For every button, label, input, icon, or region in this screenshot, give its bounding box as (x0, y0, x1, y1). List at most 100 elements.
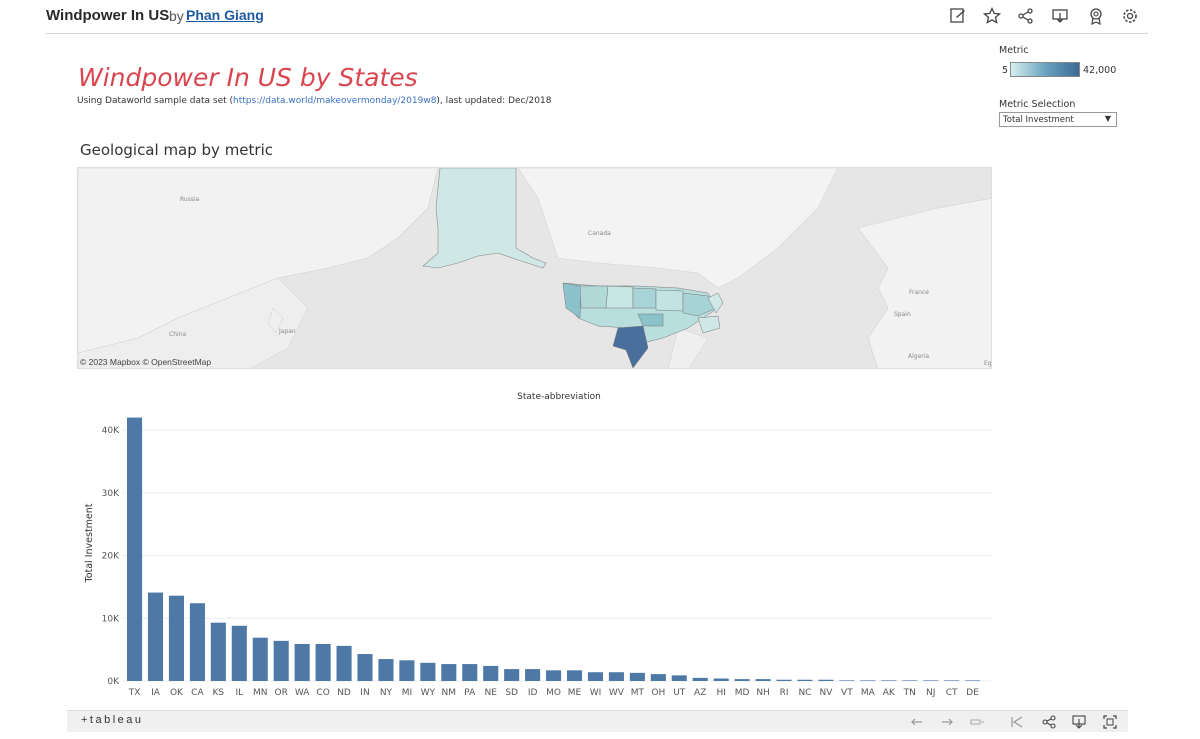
color-ramp (1010, 62, 1080, 77)
share-icon[interactable] (1041, 714, 1057, 730)
dashboard-subtitle: Using Dataworld sample data set (https:/… (77, 96, 551, 106)
x-tick-label: OH (651, 688, 665, 698)
x-tick-label: NM (442, 688, 457, 698)
bar (608, 672, 624, 681)
author-link[interactable]: Phan Giang (186, 7, 264, 23)
y-axis-title: Total Investment (84, 503, 95, 583)
x-tick-label: IA (151, 688, 161, 698)
bar (650, 674, 666, 681)
bar (587, 672, 604, 681)
map-label-eg: Eg (984, 360, 992, 367)
bar (692, 677, 708, 681)
tableau-logo[interactable]: +tableau (81, 714, 144, 726)
redo-icon[interactable] (939, 714, 955, 730)
undo-icon[interactable] (909, 714, 925, 730)
dropdown-arrow-icon: ▼ (1104, 114, 1111, 123)
viz-header: Windpower In US by Phan Giang (46, 0, 1148, 34)
bar (734, 679, 750, 681)
reset-icon[interactable] (1009, 714, 1025, 730)
x-tick-label: MD (735, 688, 750, 698)
star-icon[interactable] (982, 6, 1002, 26)
download-icon[interactable] (1050, 6, 1070, 26)
bar (210, 622, 226, 681)
x-tick-label: NC (798, 688, 811, 698)
map-label-france: France (909, 289, 929, 296)
bar (357, 654, 373, 681)
x-tick-label: IN (360, 688, 369, 698)
x-tick-label: NY (380, 688, 393, 698)
x-tick-label: WI (590, 688, 602, 698)
bar (923, 680, 939, 681)
revert-icon[interactable] (969, 714, 985, 730)
map-label-russia: Russia (180, 196, 200, 203)
bar (378, 659, 394, 681)
bar (127, 417, 143, 681)
x-tick-label: MT (631, 688, 645, 698)
us-states (562, 282, 721, 368)
bar (797, 679, 813, 681)
legend-max: 42,000 (1083, 65, 1117, 76)
map-attribution[interactable]: © 2023 Mapbox © OpenStreetMap (80, 357, 212, 367)
x-tick-label: WA (295, 688, 310, 698)
bar-chart-canvas: State-abbreviation 0K 10K 20K 30K 40K Total In… (84, 392, 992, 698)
x-tick-label: MN (253, 688, 268, 698)
bar (420, 662, 436, 681)
subtitle-prefix: Using Dataworld sample data set ( (77, 96, 234, 106)
x-tick-label: PA (464, 688, 476, 698)
x-tick-label: CO (316, 688, 329, 698)
bar (483, 665, 499, 681)
y-tick-label: 40K (102, 426, 120, 436)
legend-min: 5 (1002, 65, 1009, 76)
bar (525, 669, 541, 681)
fullscreen-icon[interactable] (1102, 714, 1118, 730)
x-tick-label: WY (421, 688, 436, 698)
bar (713, 678, 729, 681)
x-tick-label: RI (780, 688, 789, 698)
bar (399, 660, 415, 681)
map-label-spain: Spain (894, 311, 911, 318)
viz-title: Windpower In US (46, 7, 170, 24)
bar (671, 675, 687, 681)
share-icon[interactable] (1016, 6, 1036, 26)
map-label-canada: Canada (588, 230, 611, 237)
geo-map[interactable]: Russia Canada China Japan France Spain A… (77, 167, 992, 369)
bar (231, 625, 247, 681)
x-tick-label: OK (170, 688, 184, 698)
x-tick-label: NJ (926, 688, 935, 698)
x-tick-label: WV (609, 688, 625, 698)
dataset-link[interactable]: https://data.world/makeovermonday/2019w8 (233, 96, 437, 106)
map-label-china: China (169, 331, 187, 338)
x-tick-label: ND (337, 688, 351, 698)
bar (881, 680, 897, 681)
x-tick-label: SD (505, 688, 518, 698)
bar (147, 592, 164, 681)
chart-title: State-abbreviation (517, 392, 601, 402)
bar (273, 640, 289, 681)
map-label-algeria: Algeria (908, 353, 930, 360)
bar (839, 680, 855, 681)
badge-icon[interactable] (1086, 6, 1106, 26)
bar (315, 643, 331, 681)
x-tick-label: VT (841, 688, 853, 698)
x-tick-label: UT (673, 688, 686, 698)
edit-icon[interactable] (948, 6, 968, 26)
map-label-japan: Japan (279, 328, 296, 335)
x-tick-label: ME (568, 688, 582, 698)
bar (252, 637, 268, 681)
y-tick-label: 30K (102, 489, 120, 499)
download-icon[interactable] (1071, 714, 1087, 730)
settings-icon[interactable] (1120, 6, 1140, 26)
x-tick-label: AK (883, 688, 896, 698)
metric-selection-dropdown[interactable]: Total Investment ▼ (999, 112, 1117, 127)
bar (755, 679, 771, 681)
y-tick-label: 0K (107, 677, 120, 687)
bar (860, 680, 876, 681)
x-tick-label: DE (966, 688, 979, 698)
map-canvas (78, 168, 991, 368)
bar (629, 672, 645, 681)
bar (462, 664, 478, 681)
map-title: Geological map by metric (80, 141, 274, 159)
bar-chart[interactable]: State-abbreviation 0K 10K 20K 30K 40K Total In… (77, 385, 997, 705)
x-tick-label: NE (485, 688, 498, 698)
by-label: by (169, 8, 184, 24)
